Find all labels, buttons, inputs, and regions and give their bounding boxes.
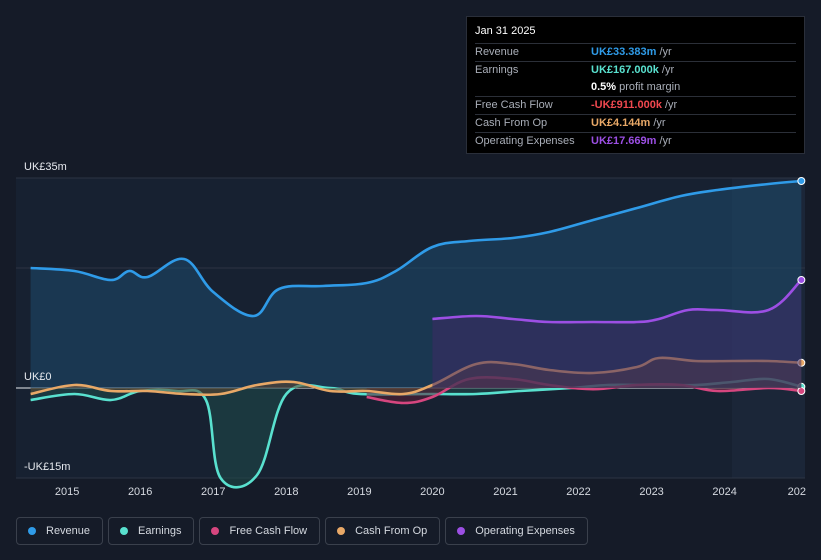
legend-dot-icon <box>120 527 129 535</box>
tooltip-label: Operating Expenses <box>475 135 575 147</box>
legend-item-free-cash-flow[interactable]: Free Cash Flow <box>199 517 321 545</box>
x-axis-tick-label: 2017 <box>201 486 225 498</box>
revenue-line <box>30 179 802 318</box>
revenue-end-point <box>797 177 806 185</box>
x-axis-tick-label: 2016 <box>128 486 152 498</box>
legend-dot-icon <box>337 527 346 535</box>
data-tooltip: Jan 31 2025 Revenue UK£33.383m /yr Earni… <box>466 16 805 154</box>
tooltip-value: UK£17.669m <box>591 135 657 147</box>
y-axis-label: -UK£15m <box>24 461 70 473</box>
tooltip-label <box>475 79 591 96</box>
tooltip-row-revenue: Revenue UK£33.383m /yr <box>475 43 796 61</box>
legend-dot-icon <box>28 527 36 535</box>
y-axis-label: UK£35m <box>24 161 67 173</box>
legend-label: Cash From Op <box>355 525 428 537</box>
x-axis-tick-label: 2015 <box>55 486 79 498</box>
legend-label: Free Cash Flow <box>229 525 308 537</box>
tooltip-date: Jan 31 2025 <box>475 25 536 37</box>
legend-item-revenue[interactable]: Revenue <box>16 517 104 545</box>
legend-dot-icon <box>457 527 466 535</box>
tooltip-value: 0.5% <box>591 81 617 93</box>
x-axis-tick-label: 2020 <box>420 486 444 498</box>
legend-label: Revenue <box>46 525 91 537</box>
tooltip-row-cash-from-op: Cash From Op UK£4.144m /yr <box>475 114 796 132</box>
x-axis-tick-label: 2021 <box>493 486 517 498</box>
x-axis-tick-label: 202 <box>788 486 806 498</box>
x-axis-tick-label: 2024 <box>712 486 736 498</box>
tooltip-label: Free Cash Flow <box>475 99 553 111</box>
chart-legend: Revenue Earnings Free Cash Flow Cash Fro… <box>16 517 588 545</box>
x-axis-tick-label: 2022 <box>566 486 590 498</box>
operating-expenses-line <box>432 279 803 324</box>
y-axis-label: UK£0 <box>24 371 52 383</box>
earnings-area <box>30 378 802 488</box>
tooltip-value: UK£33.383m <box>591 46 657 58</box>
tooltip-unit: /yr <box>659 135 672 147</box>
tooltip-label: Revenue <box>475 46 520 58</box>
free-cash-flow-end-point <box>797 387 806 395</box>
legend-item-operating-expenses[interactable]: Operating Expenses <box>445 517 588 545</box>
x-axis-tick-label: 2018 <box>274 486 298 498</box>
tooltip-unit: /yr <box>664 99 678 111</box>
tooltip-unit: profit margin <box>619 81 681 93</box>
legend-label: Earnings <box>138 525 182 537</box>
x-axis-tick-label: 2019 <box>347 486 371 498</box>
tooltip-value: -UK£911.000k <box>591 99 662 111</box>
tooltip-value: UK£4.144m <box>591 117 651 129</box>
tooltip-label: Earnings <box>475 64 519 76</box>
legend-item-cash-from-op[interactable]: Cash From Op <box>325 517 441 545</box>
tooltip-row-free-cash-flow: Free Cash Flow -UK£911.000k /yr <box>475 96 796 114</box>
operating-expenses-end-point <box>797 276 806 284</box>
legend-dot-icon <box>211 527 220 535</box>
operating-expenses-area <box>432 280 802 388</box>
tooltip-unit: /yr <box>653 117 666 129</box>
tooltip-row-earnings: Earnings UK£167.000k /yr <box>475 61 796 79</box>
tooltip-row-profit-margin: 0.5% profit margin <box>475 79 796 96</box>
legend-label: Operating Expenses <box>475 525 575 537</box>
tooltip-label: Cash From Op <box>475 117 548 129</box>
tooltip-value: UK£167.000k <box>591 64 659 76</box>
x-axis-tick-label: 2023 <box>639 486 663 498</box>
tooltip-unit: /yr <box>661 64 675 76</box>
legend-item-earnings[interactable]: Earnings <box>108 517 195 545</box>
tooltip-row-operating-expenses: Operating Expenses UK£17.669m /yr <box>475 132 796 150</box>
tooltip-unit: /yr <box>659 46 672 58</box>
